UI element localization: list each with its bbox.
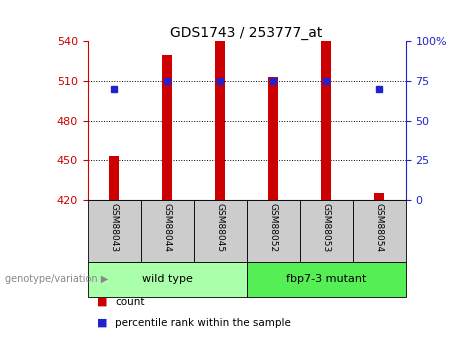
- Text: fbp7-3 mutant: fbp7-3 mutant: [286, 275, 366, 284]
- Text: GSM88044: GSM88044: [163, 203, 171, 252]
- Text: percentile rank within the sample: percentile rank within the sample: [115, 318, 291, 327]
- Bar: [247, 200, 300, 262]
- Bar: [141, 200, 194, 262]
- Text: GSM88054: GSM88054: [375, 203, 384, 252]
- Text: GSM88053: GSM88053: [322, 203, 331, 253]
- Text: genotype/variation ▶: genotype/variation ▶: [5, 275, 108, 284]
- Text: GSM88052: GSM88052: [269, 203, 278, 252]
- Text: GSM88045: GSM88045: [216, 203, 225, 252]
- Bar: [194, 200, 247, 262]
- Bar: [88, 200, 141, 262]
- Text: ■: ■: [97, 297, 111, 307]
- Bar: [353, 200, 406, 262]
- Title: GDS1743 / 253777_at: GDS1743 / 253777_at: [171, 26, 323, 40]
- Text: GSM88043: GSM88043: [110, 203, 118, 252]
- Bar: [162, 55, 172, 200]
- Bar: [374, 194, 384, 200]
- Bar: [215, 41, 225, 200]
- Bar: [109, 157, 119, 200]
- Bar: [88, 262, 247, 297]
- Bar: [247, 262, 406, 297]
- Text: count: count: [115, 297, 145, 307]
- Bar: [321, 41, 331, 200]
- Bar: [300, 200, 353, 262]
- Text: ■: ■: [97, 318, 111, 327]
- Text: wild type: wild type: [142, 275, 193, 284]
- Bar: [268, 77, 278, 200]
